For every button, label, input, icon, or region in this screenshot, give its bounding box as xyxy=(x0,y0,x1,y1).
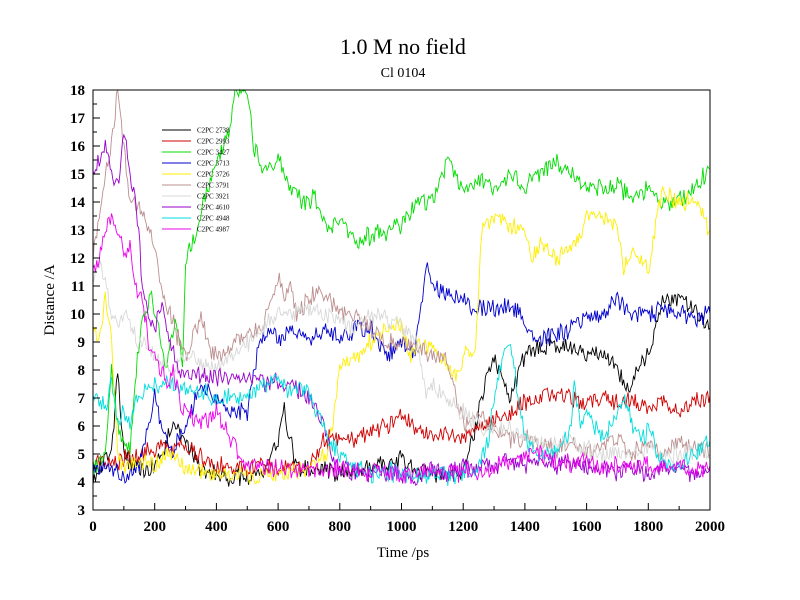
x-tick-label: 1600 xyxy=(572,519,602,535)
x-tick-label: 600 xyxy=(267,519,290,535)
y-tick-label: 7 xyxy=(78,391,86,407)
legend-label: C2PC 2993 xyxy=(197,138,230,146)
y-tick-label: 3 xyxy=(78,503,86,519)
y-tick-label: 4 xyxy=(78,475,86,491)
legend-label: C2PC 3713 xyxy=(197,160,230,168)
y-tick-label: 14 xyxy=(70,195,86,211)
y-tick-label: 17 xyxy=(70,111,86,127)
y-tick-label: 11 xyxy=(71,279,85,295)
series-line-c2pc-4610 xyxy=(92,133,711,487)
x-tick-label: 1200 xyxy=(448,519,478,535)
y-tick-label: 12 xyxy=(70,251,85,267)
y-tick-label: 8 xyxy=(78,363,86,379)
plot-frame xyxy=(92,89,711,511)
y-tick-label: 13 xyxy=(70,223,85,239)
series-line-c2pc-2738 xyxy=(92,292,711,487)
chart-title: 1.0 M no field xyxy=(340,34,466,59)
legend-label: C2PC 4948 xyxy=(197,215,230,223)
y-axis-label: Distance /A xyxy=(42,264,58,335)
x-tick-label: 0 xyxy=(89,519,97,535)
y-tick-label: 15 xyxy=(70,167,85,183)
x-tick-label: 400 xyxy=(205,519,228,535)
y-tick-label: 9 xyxy=(78,335,86,351)
chart-subtitle: Cl 0104 xyxy=(381,66,426,81)
x-axis: 0 200 400 600 800 1000 1200 1400 1600 1800 2000 xyxy=(89,503,725,535)
x-tick-label: 2000 xyxy=(695,519,725,535)
series-line-c2pc-3791 xyxy=(92,88,711,461)
x-tick-label: 1800 xyxy=(633,519,663,535)
legend-label: C2PC 3427 xyxy=(197,149,230,157)
legend: C2PC 2738 C2PC 2993 C2PC 3427 C2PC 3713 C2PC… xyxy=(162,127,230,234)
series-line-c2pc-3726 xyxy=(92,186,711,485)
series-line-c2pc-2993 xyxy=(92,387,711,477)
x-tick-label: 200 xyxy=(143,519,166,535)
y-tick-label: 18 xyxy=(70,83,85,99)
x-tick-label: 1400 xyxy=(510,519,540,535)
series-line-c2pc-4987 xyxy=(92,213,711,484)
y-tick-label: 5 xyxy=(78,447,86,463)
legend-label: C2PC 4987 xyxy=(197,226,230,234)
legend-label: C2PC 3791 xyxy=(197,182,230,190)
legend-label: C2PC 4610 xyxy=(197,204,230,212)
y-tick-label: 10 xyxy=(70,307,85,323)
series-line-c2pc-3713 xyxy=(92,262,711,484)
series-layer xyxy=(92,88,711,487)
x-tick-label: 1000 xyxy=(387,519,417,535)
legend-label: C2PC 3726 xyxy=(197,171,230,179)
legend-label: C2PC 3921 xyxy=(197,193,230,201)
y-axis: 3 4 5 6 7 8 9 10 11 12 13 14 15 16 17 18 xyxy=(70,83,100,519)
series-line-c2pc-3427 xyxy=(92,88,711,475)
x-axis-label: Time /ps xyxy=(377,545,430,561)
x-tick-label: 800 xyxy=(329,519,352,535)
y-tick-label: 6 xyxy=(78,419,86,435)
series-line-c2pc-3921 xyxy=(92,259,711,466)
series-line-c2pc-4948 xyxy=(92,343,711,487)
y-tick-label: 16 xyxy=(70,139,86,155)
legend-label: C2PC 2738 xyxy=(197,127,230,135)
